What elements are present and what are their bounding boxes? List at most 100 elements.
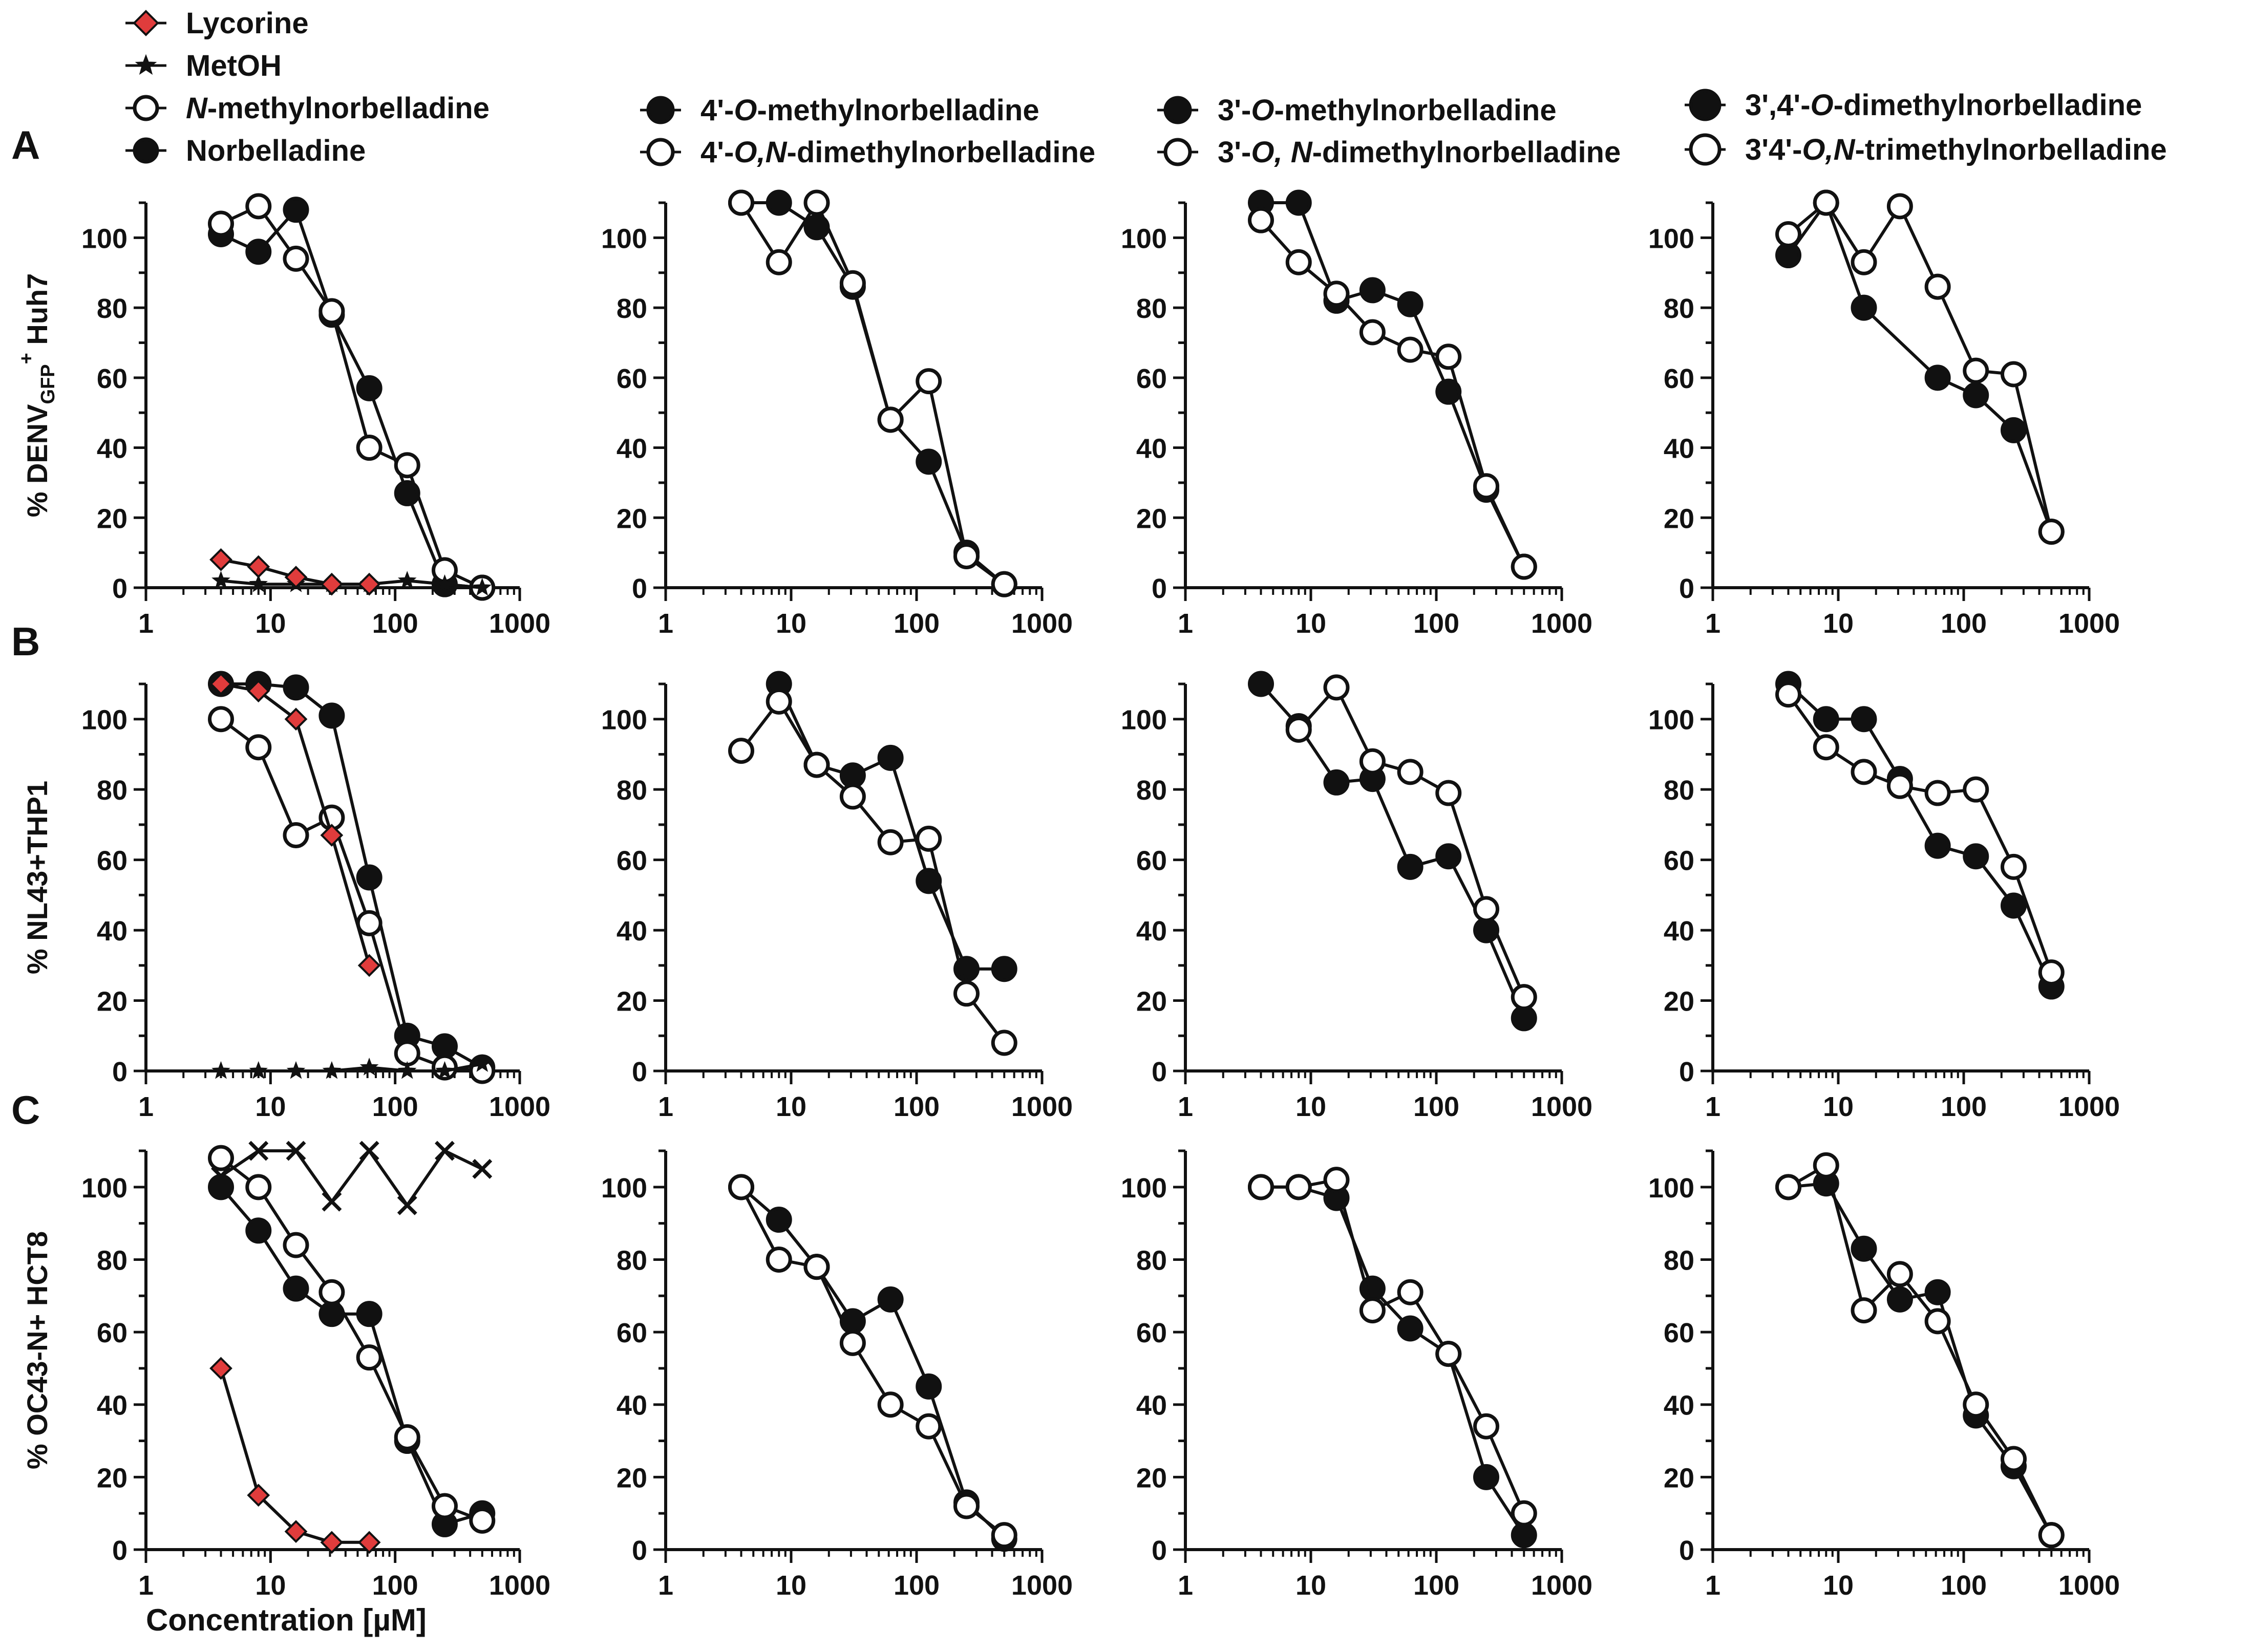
data-point	[1924, 1279, 1951, 1305]
data-point	[1511, 553, 1537, 580]
x-tick-label: 1	[658, 1091, 673, 1122]
panel-A3: 0 20 40 60 80 100 1 10 100 1000	[1121, 189, 1592, 639]
y-tick-label: 60	[1136, 363, 1167, 394]
data-point	[728, 1174, 755, 1200]
data-point	[284, 707, 308, 731]
y-tick-label: 80	[1136, 1245, 1167, 1276]
data-point	[1886, 1286, 1913, 1313]
panel-B3: 0 20 40 60 80 100 1 10 100 1000	[1121, 671, 1592, 1122]
legend-marker	[1689, 89, 1722, 121]
row-labels: A B C	[11, 122, 40, 1132]
diamond-red-icon	[125, 10, 166, 36]
y-tick-label: 20	[97, 986, 128, 1017]
x-tick-label: 1000	[489, 1091, 550, 1122]
x-tick-label: 1000	[2058, 1091, 2120, 1122]
data-point	[877, 1286, 904, 1313]
x-tick-label: 1	[1705, 608, 1720, 639]
x-tick-label: 1000	[1531, 1570, 1592, 1601]
series-3-4-o-dimethylnorbelladine	[1775, 1170, 2065, 1549]
data-point	[249, 1061, 268, 1079]
series-norbelladine	[208, 1174, 496, 1537]
data-point	[211, 571, 230, 589]
y-tick-label: 60	[1664, 363, 1694, 394]
x-tick-label: 10	[1295, 608, 1326, 639]
legend-label: 4'-O-methylnorbelladine	[700, 94, 1039, 127]
data-point	[247, 679, 270, 703]
data-point	[1924, 273, 1951, 300]
data-point	[394, 1424, 420, 1450]
legend-item: 3',4'-O-dimethylnorbelladine	[1685, 89, 2142, 122]
y-tick-label: 20	[1136, 1463, 1167, 1493]
data-point	[991, 571, 1017, 597]
y-tick-label: 0	[632, 1535, 647, 1566]
series-3-o-methylnorbelladine	[1248, 189, 1537, 580]
y-tick-label: 100	[601, 223, 647, 254]
data-point	[359, 1057, 379, 1076]
series-line	[1298, 684, 1525, 998]
series-line	[777, 683, 1005, 971]
data-point	[359, 1141, 379, 1161]
y-tick-label: 0	[112, 1535, 128, 1566]
data-point	[1851, 294, 1877, 321]
x-tick-label: 10	[255, 1570, 286, 1601]
panel-A2: 0 20 40 60 80 100 1 10 100 1000	[601, 189, 1073, 639]
data-point	[1323, 674, 1350, 701]
data-point	[1285, 189, 1312, 216]
data-point	[1435, 344, 1462, 370]
x-tick-label: 1	[658, 608, 673, 639]
data-point	[283, 1275, 309, 1302]
x-tick-label: 1000	[1531, 1091, 1592, 1122]
y-tick-label: 0	[112, 1057, 128, 1087]
y-tick-label: 0	[1152, 1535, 1167, 1566]
data-point	[286, 1141, 306, 1161]
series-line	[221, 1062, 483, 1072]
data-point	[2000, 1446, 2027, 1472]
series-3-4-o-n-trimethylnorbelladine	[1775, 681, 2065, 986]
panel-A1: 0 20 40 60 80 100 1 10 100 1000	[81, 193, 550, 639]
y-tick-label: 60	[1136, 846, 1167, 876]
data-point	[803, 752, 830, 778]
y-tick-label: 60	[1136, 1318, 1167, 1348]
data-point	[1813, 1152, 1839, 1178]
open-circle-icon	[1685, 133, 1726, 166]
data-point	[916, 1413, 942, 1440]
data-point	[1248, 1174, 1274, 1200]
data-point	[397, 1061, 417, 1079]
x-tick-label: 1	[138, 1570, 154, 1601]
y-tick-label: 80	[617, 293, 647, 324]
data-point	[916, 368, 942, 395]
data-point	[245, 193, 272, 220]
data-point	[435, 574, 454, 592]
series-3-o-n-dimethylnorbelladine	[1248, 1167, 1537, 1527]
y-tick-label: 80	[97, 775, 128, 806]
x-tick-label: 1000	[489, 608, 550, 639]
legend-label: 4'-O,N-dimethylnorbelladine	[700, 136, 1095, 169]
series-3-o-n-dimethylnorbelladine	[1248, 207, 1537, 580]
x-tick-label: 1000	[2058, 608, 2120, 639]
data-point	[1359, 277, 1386, 304]
data-point	[1473, 896, 1499, 922]
data-point	[1813, 734, 1839, 761]
filled-circle-icon	[640, 96, 681, 124]
series-lycorine	[209, 1357, 381, 1554]
data-point	[2000, 892, 2027, 919]
filled-circle-icon	[1157, 96, 1198, 124]
data-point	[208, 1174, 235, 1200]
data-point	[357, 954, 381, 977]
y-tick-label: 80	[617, 775, 647, 806]
x-tick-label: 100	[1413, 608, 1459, 639]
x-tick-label: 10	[776, 608, 806, 639]
series-line	[220, 1156, 483, 1522]
x-axis-label: Concentration [µM]	[146, 1603, 427, 1637]
data-point	[1285, 249, 1312, 275]
x-tick-label: 1000	[2058, 1570, 2120, 1601]
data-point	[431, 1493, 458, 1519]
y-tick-label: 60	[97, 846, 128, 876]
y-axis-label-c: % OC43-N+ HCT8	[21, 1231, 53, 1469]
data-point	[1359, 319, 1386, 346]
data-point	[877, 829, 904, 855]
data-point	[877, 744, 904, 771]
y-tick-label: 20	[1664, 986, 1694, 1017]
data-point	[1323, 281, 1350, 307]
data-point	[839, 270, 866, 296]
